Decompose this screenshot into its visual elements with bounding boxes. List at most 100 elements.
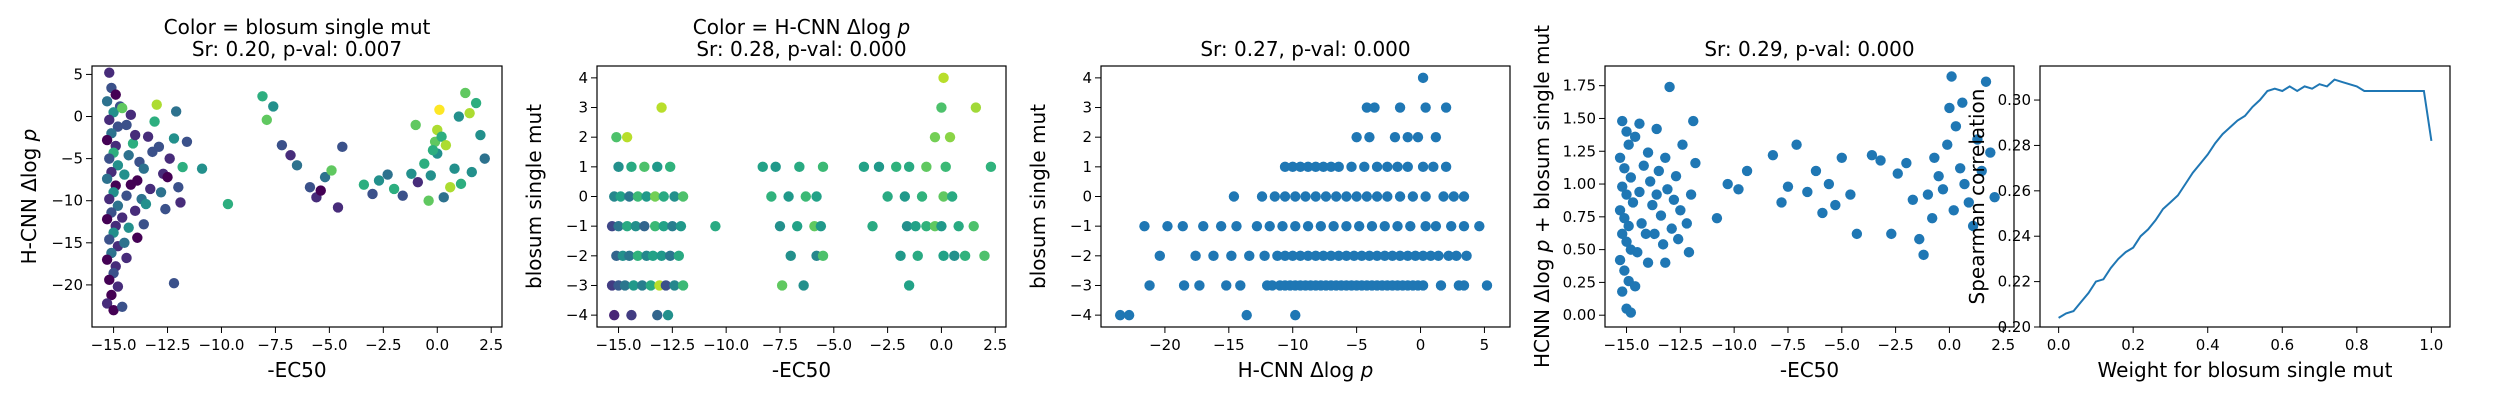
scatter-point: [1942, 139, 1953, 150]
chart-title: Color = blosum single mut: [164, 15, 431, 39]
scatter-point: [940, 161, 951, 173]
scatter-point: [1412, 131, 1424, 143]
scatter-point: [1625, 172, 1637, 183]
scatter-point: [1954, 163, 1966, 174]
scatter-point: [1845, 189, 1856, 200]
scatter-point: [177, 161, 188, 173]
scatter-point: [1918, 249, 1929, 261]
scatter-point: [658, 191, 669, 202]
scatter-point: [1681, 218, 1693, 229]
scatter-point: [615, 191, 626, 202]
scatter-point: [1946, 71, 1957, 82]
scatter-point: [112, 121, 124, 132]
scatter-point: [1989, 191, 2000, 203]
scatter-point: [117, 301, 128, 312]
scatter-point: [628, 280, 639, 291]
scatter-point: [181, 136, 193, 147]
scatter-point: [1950, 121, 1962, 132]
y-tick-label: 0: [578, 188, 588, 206]
scatter-point: [1417, 72, 1429, 84]
scatter-point: [112, 200, 124, 211]
scatter-point: [1892, 168, 1903, 179]
scatter-panel-4: −15.0 −12.5 −10.0 −7.5 −5.0 −2.5 0.0 2.5 0.00 0.2…: [1530, 25, 2015, 382]
scatter-point: [912, 250, 923, 262]
scatter-point: [1653, 165, 1665, 177]
x-tick-label: −10: [1277, 336, 1309, 354]
y-tick-label: 0.28: [1998, 136, 2031, 154]
x-tick-label: −15.0: [91, 336, 137, 354]
scatter-point: [1629, 131, 1641, 143]
scatter-point: [774, 220, 786, 232]
scatter-point: [867, 220, 878, 232]
scatter-point: [1425, 250, 1436, 262]
scatter-point: [669, 191, 680, 202]
scatter-point: [1198, 220, 1209, 232]
scatter-point: [175, 197, 186, 208]
x-tick-label: 0.0: [929, 336, 953, 354]
plot-frame: [91, 65, 503, 328]
scatter-point: [101, 173, 113, 185]
scatter-point: [1668, 194, 1680, 205]
scatter-point: [1629, 281, 1641, 292]
x-tick-label: 0.4: [2196, 336, 2220, 354]
scatter-point: [1657, 239, 1669, 250]
scatter-point: [938, 250, 949, 262]
scatter-point: [1623, 139, 1634, 150]
x-axis-label: H-CNN Δlog p: [1238, 358, 1374, 382]
y-tick-label: 1.00: [1563, 175, 1596, 193]
scatter-point: [1451, 250, 1462, 262]
scatter-point: [1638, 160, 1649, 171]
plot-frame: [1100, 65, 1511, 328]
scatter-point: [1664, 81, 1675, 93]
scatter-point: [129, 129, 141, 141]
scatter-point: [155, 187, 167, 198]
scatter-point: [770, 161, 781, 173]
chart-title: Color = H-CNN Δlog p: [693, 15, 910, 39]
scatter-point: [170, 106, 182, 117]
scatter-point: [936, 220, 947, 232]
scatter-point: [1802, 186, 1813, 198]
scatter-point: [794, 161, 805, 173]
scatter-point: [1722, 178, 1733, 190]
scatter-point: [1711, 212, 1723, 224]
scatter-point: [1957, 97, 1968, 108]
scatter-point: [1364, 250, 1375, 262]
scatter-point: [626, 309, 637, 321]
scatter-point: [817, 161, 829, 173]
y-tick-label: 1.50: [1563, 109, 1596, 127]
x-tick-label: 0: [1416, 336, 1426, 354]
y-axis-label: Spearman correlation: [1965, 89, 1989, 305]
y-tick-label: 5: [73, 65, 83, 83]
scatter-point: [1440, 102, 1452, 113]
scatter-point: [1290, 220, 1301, 232]
scatter-point: [453, 111, 465, 122]
scatter-point: [916, 191, 928, 202]
scatter-point: [434, 104, 445, 115]
x-tick-label: −12.5: [1657, 336, 1703, 354]
scatter-point: [662, 309, 674, 321]
scatter-point: [1144, 280, 1155, 291]
chart-title: Sr: 0.27, p-val: 0.000: [1200, 37, 1410, 61]
scatter-point: [1851, 228, 1863, 240]
scatter-point: [438, 192, 449, 203]
x-tick-label: −2.5: [869, 336, 905, 354]
scatter-point: [164, 153, 175, 164]
scatter-point: [326, 165, 337, 176]
scatter-point: [1226, 250, 1237, 262]
scatter-point: [1634, 186, 1645, 198]
scatter-point: [1302, 220, 1314, 232]
scatter-point: [658, 220, 669, 232]
scatter-point: [160, 203, 171, 215]
x-tick-label: −15.0: [596, 336, 642, 354]
y-tick-label: 2: [578, 128, 588, 146]
scatter-point: [1976, 165, 1987, 177]
scatter-point: [1623, 220, 1634, 232]
scatter-point: [1474, 220, 1485, 232]
scatter-point: [1649, 228, 1660, 240]
scatter-point: [145, 183, 156, 195]
scatter-point: [624, 250, 635, 262]
scatter-point: [1619, 212, 1630, 224]
x-tick-label: −5.0: [1824, 336, 1860, 354]
scatter-point: [641, 191, 652, 202]
scatter-point: [101, 214, 113, 225]
